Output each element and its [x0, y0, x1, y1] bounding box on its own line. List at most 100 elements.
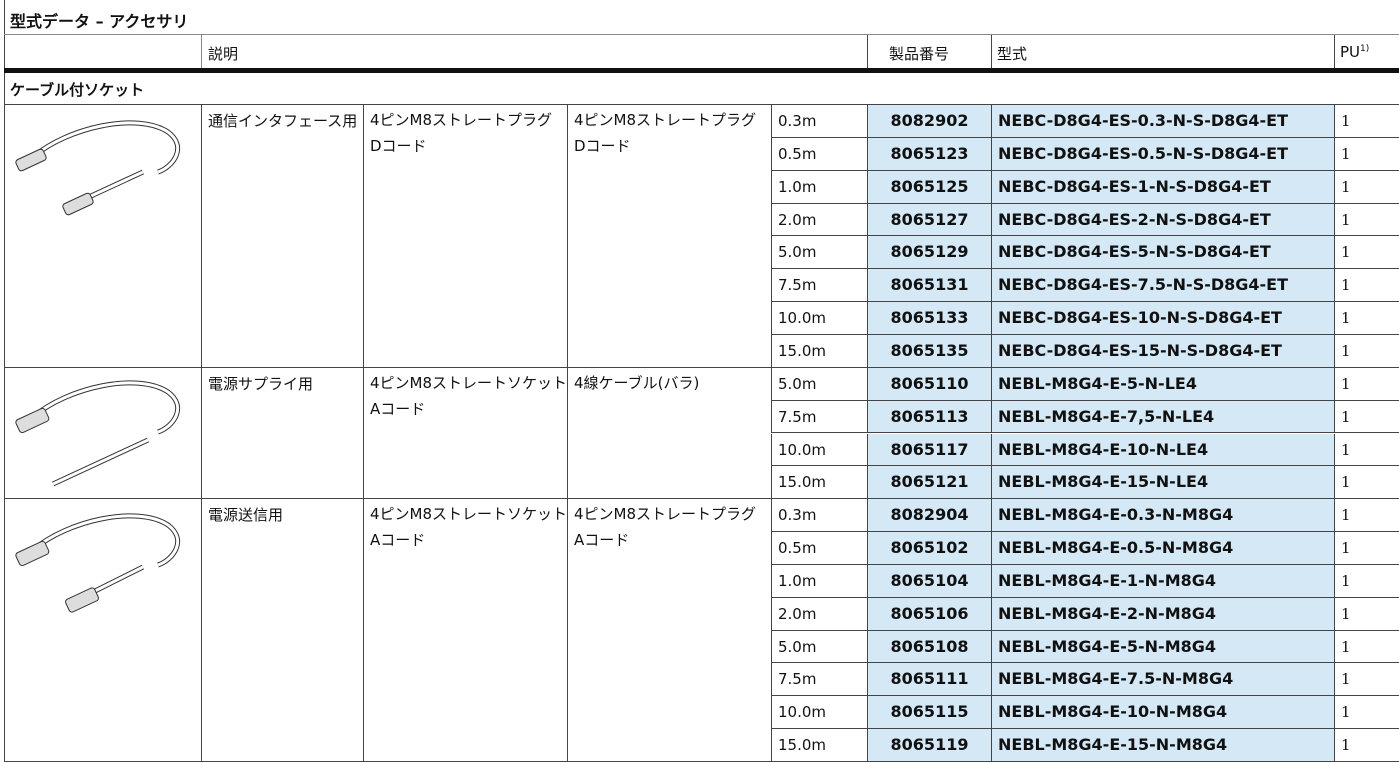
pu: 1: [1334, 630, 1399, 664]
type-code: NEBL-M8G4-E-7.5-N-M8G4: [991, 663, 1334, 697]
type-code: NEBL-M8G4-E-10-N-M8G4: [991, 696, 1334, 730]
part-number: 8065119: [867, 729, 991, 762]
pu: 1: [1334, 334, 1399, 368]
type-code: NEBL-M8G4-E-0.5-N-M8G4: [991, 532, 1334, 565]
part-number: 8065110: [867, 367, 991, 401]
type-code: NEBL-M8G4-E-7,5-N-LE4: [991, 400, 1334, 434]
pu: 1: [1334, 367, 1399, 401]
part-number: 8065115: [867, 696, 991, 730]
type-code: NEBC-D8G4-ES-0.3-N-S-D8G4-ET: [991, 105, 1334, 138]
type-code: NEBC-D8G4-ES-5-N-S-D8G4-ET: [991, 236, 1334, 270]
type-code: NEBL-M8G4-E-15-N-M8G4: [991, 729, 1334, 762]
part-number: 8065125: [867, 170, 991, 204]
purpose: 電源送信用: [201, 499, 363, 762]
part-number: 8065135: [867, 334, 991, 368]
end2-line: 4ピンM8ストレートプラグ: [574, 111, 757, 129]
type-code: NEBL-M8G4-E-10-N-LE4: [991, 433, 1334, 467]
end2: 4ピンM8ストレートプラグ Aコード: [567, 499, 771, 762]
end2: 4線ケーブル(バラ): [567, 367, 771, 500]
pu: 1: [1334, 137, 1399, 171]
purpose: 電源サプライ用: [201, 367, 363, 500]
length: 0.3m: [771, 499, 867, 533]
header-pu-note: 1): [1360, 44, 1370, 54]
length: 2.0m: [771, 203, 867, 237]
pu: 1: [1334, 302, 1399, 335]
end1-line: Dコード: [370, 137, 427, 155]
end1: 4ピンM8ストレートソケット Aコード: [363, 367, 567, 500]
section-title: ケーブル付ソケット: [10, 81, 145, 99]
header-pu-text: PU: [1340, 43, 1361, 61]
part-number: 8065117: [867, 433, 991, 467]
length: 0.5m: [771, 532, 867, 565]
pu: 1: [1334, 466, 1399, 500]
type-code: NEBL-M8G4-E-2-N-M8G4: [991, 597, 1334, 631]
image-cell: [4, 499, 201, 762]
part-number: 8065133: [867, 302, 991, 335]
part-number: 8065111: [867, 663, 991, 697]
header-pu: PU1): [1340, 43, 1369, 61]
type-code: NEBL-M8G4-E-5-N-LE4: [991, 367, 1334, 401]
type-code: NEBL-M8G4-E-0.3-N-M8G4: [991, 499, 1334, 533]
end2-line: Aコード: [574, 531, 630, 550]
cable-image: [15, 380, 181, 487]
rule: [991, 35, 992, 68]
type-code: NEBC-D8G4-ES-7.5-N-S-D8G4-ET: [991, 269, 1334, 303]
part-number: 8065129: [867, 236, 991, 270]
end2-line: Dコード: [574, 137, 631, 155]
length: 10.0m: [771, 696, 867, 730]
length: 5.0m: [771, 630, 867, 664]
header-description: 説明: [208, 45, 239, 63]
cable-image: [15, 513, 181, 613]
header-part-number: 製品番号: [889, 45, 950, 63]
purpose: 通信インタフェース用: [201, 105, 363, 368]
length: 1.0m: [771, 170, 867, 204]
end1-line: 4ピンM8ストレートソケット: [370, 505, 567, 524]
pu: 1: [1334, 597, 1399, 631]
length: 15.0m: [771, 334, 867, 368]
part-number: 8082904: [867, 499, 991, 533]
type-code: NEBC-D8G4-ES-2-N-S-D8G4-ET: [991, 203, 1334, 237]
length: 5.0m: [771, 236, 867, 270]
end2-line: 4ピンM8ストレートプラグ: [574, 505, 757, 524]
length: 7.5m: [771, 269, 867, 303]
length: 1.0m: [771, 564, 867, 598]
type-code: NEBC-D8G4-ES-10-N-S-D8G4-ET: [991, 302, 1334, 335]
length: 10.0m: [771, 302, 867, 335]
part-number: 8065131: [867, 269, 991, 303]
pu: 1: [1334, 269, 1399, 303]
length: 7.5m: [771, 400, 867, 434]
pu: 1: [1334, 499, 1399, 533]
rule: [867, 35, 868, 68]
length: 0.3m: [771, 105, 867, 138]
part-number: 8065123: [867, 137, 991, 171]
pu: 1: [1334, 532, 1399, 565]
left-border: [4, 0, 5, 762]
part-number: 8065106: [867, 597, 991, 631]
part-number: 8065121: [867, 466, 991, 500]
rule: [4, 104, 1399, 105]
header-type: 型式: [997, 45, 1028, 63]
type-code: NEBL-M8G4-E-15-N-LE4: [991, 466, 1334, 500]
image-cell: [4, 105, 201, 368]
end1-line: Aコード: [370, 531, 426, 550]
rule: [201, 35, 202, 68]
pu: 1: [1334, 400, 1399, 434]
cable-image: [15, 120, 181, 216]
type-code: NEBL-M8G4-E-1-N-M8G4: [991, 564, 1334, 598]
end1-line: 4ピンM8ストレートプラグ: [370, 111, 553, 129]
length: 15.0m: [771, 729, 867, 762]
type-code: NEBC-D8G4-ES-15-N-S-D8G4-ET: [991, 334, 1334, 368]
part-number: 8065102: [867, 532, 991, 565]
pu: 1: [1334, 663, 1399, 697]
length: 10.0m: [771, 433, 867, 467]
type-code: NEBC-D8G4-ES-1-N-S-D8G4-ET: [991, 170, 1334, 204]
length: 5.0m: [771, 367, 867, 401]
pu: 1: [1334, 729, 1399, 762]
pu: 1: [1334, 236, 1399, 270]
pu: 1: [1334, 105, 1399, 138]
pu: 1: [1334, 203, 1399, 237]
end2: 4ピンM8ストレートプラグ Dコード: [567, 105, 771, 368]
type-code: NEBC-D8G4-ES-0.5-N-S-D8G4-ET: [991, 137, 1334, 171]
pu: 1: [1334, 433, 1399, 467]
